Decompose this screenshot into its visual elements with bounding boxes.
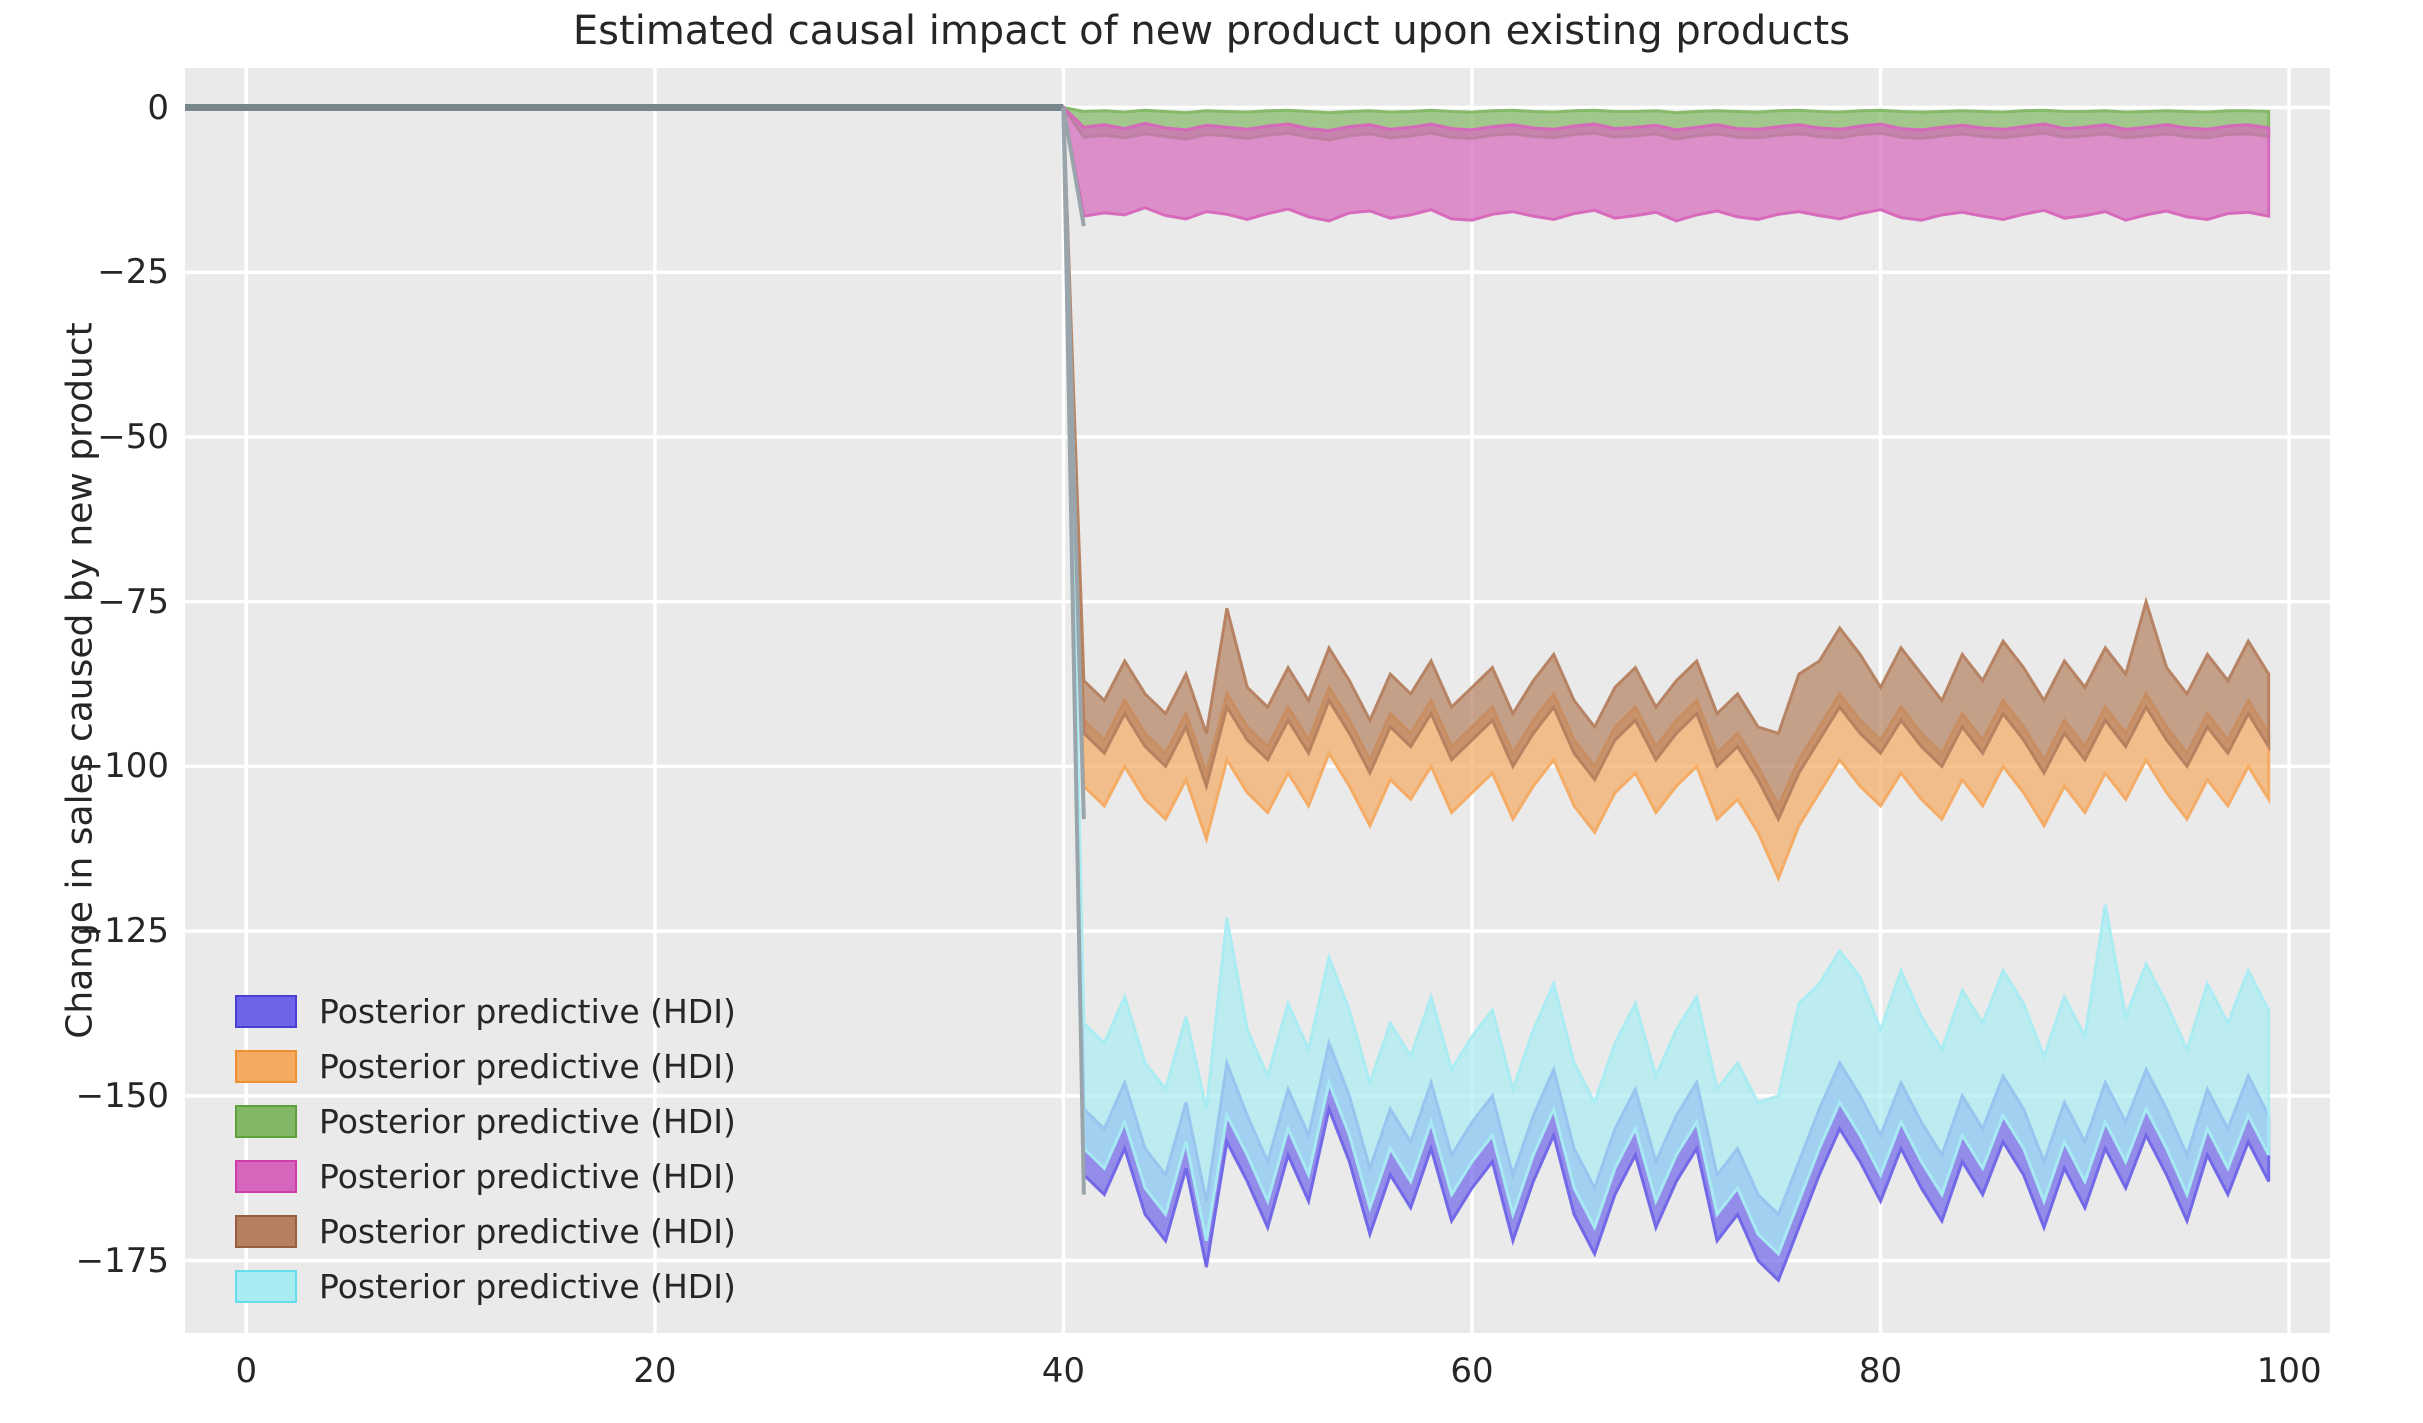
intervention-drop-connector (1061, 107, 1086, 227)
legend-label: Posterior predictive (HDI) (319, 1212, 736, 1251)
x-tick-label: 20 (633, 1351, 677, 1391)
legend-item[interactable]: Posterior predictive (HDI) (235, 1259, 736, 1314)
x-tick-label: 80 (1858, 1351, 1903, 1391)
x-tick-label: 100 (2256, 1351, 2322, 1391)
hdi-band-orange (246, 106, 2271, 883)
legend-swatch-purple (235, 995, 297, 1028)
plot-area (185, 68, 2330, 1333)
legend-swatch-brown (235, 1215, 297, 1248)
chart-legend: Posterior predictive (HDI) Posterior pre… (225, 978, 746, 1320)
chart-title: Estimated causal impact of new product u… (572, 8, 1851, 54)
legend-swatch-pink (235, 1160, 297, 1193)
legend-item[interactable]: Posterior predictive (HDI) (235, 984, 736, 1039)
x-tick-label: 0 (235, 1351, 258, 1391)
legend-item[interactable]: Posterior predictive (HDI) (235, 1094, 736, 1149)
y-tick-label: −125 (75, 911, 169, 952)
y-axis-label: Change in sales caused by new product (59, 322, 101, 1039)
y-tick-label: −150 (75, 1075, 169, 1116)
intervention-drop-connector (1061, 107, 1086, 1195)
y-tick-label: −50 (97, 416, 169, 457)
x-tick-label: 40 (1041, 1351, 1086, 1391)
legend-item[interactable]: Posterior predictive (HDI) (235, 1204, 736, 1259)
y-tick-label: −100 (75, 746, 169, 787)
legend-item[interactable]: Posterior predictive (HDI) (235, 1149, 736, 1204)
legend-label: Posterior predictive (HDI) (319, 1102, 736, 1141)
y-tick-label: 0 (147, 87, 169, 128)
legend-swatch-cyan (235, 1270, 297, 1303)
legend-label: Posterior predictive (HDI) (319, 1267, 736, 1306)
legend-swatch-orange (235, 1050, 297, 1083)
data-bands (185, 104, 2271, 1283)
y-tick-label: −25 (97, 252, 169, 293)
legend-label: Posterior predictive (HDI) (319, 1047, 736, 1086)
y-tick-label: −175 (75, 1240, 169, 1281)
x-tick-label: 60 (1450, 1351, 1494, 1391)
legend-swatch-green (235, 1105, 297, 1138)
legend-label: Posterior predictive (HDI) (319, 992, 736, 1031)
legend-item[interactable]: Posterior predictive (HDI) (235, 1039, 736, 1094)
y-tick-label: −75 (97, 581, 169, 622)
legend-label: Posterior predictive (HDI) (319, 1157, 736, 1196)
